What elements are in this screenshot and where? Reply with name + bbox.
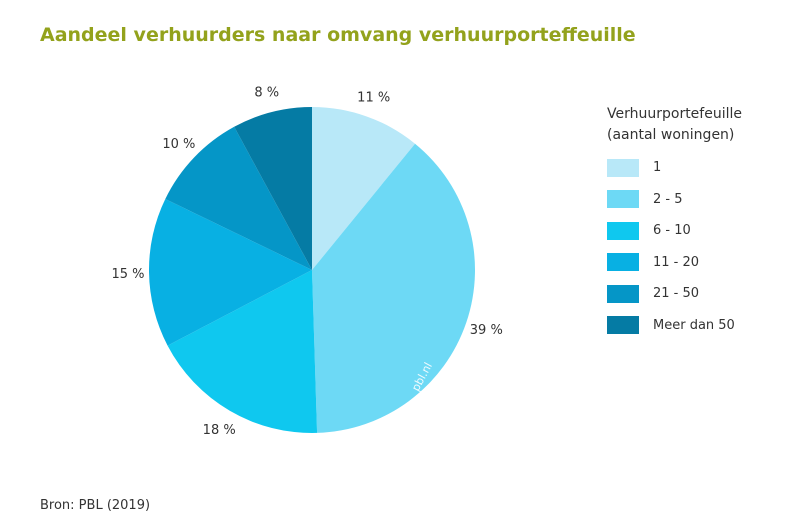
chart-title: Aandeel verhuurders naar omvang verhuurp… xyxy=(40,24,636,46)
legend-swatch xyxy=(607,253,639,272)
legend-label: 1 xyxy=(653,160,662,176)
legend-swatch xyxy=(607,316,639,335)
legend-swatch xyxy=(607,190,639,209)
slice-value-label-6: 8 % xyxy=(254,86,279,101)
pie-slice-1 xyxy=(312,107,416,270)
legend-item-2: 2 - 5 xyxy=(607,184,742,216)
legend-title-line2: (aantal woningen) xyxy=(607,127,735,143)
legend-item-1: 1 xyxy=(607,152,742,184)
pie-slice-4 xyxy=(148,198,312,346)
slice-value-label-1: 11 % xyxy=(357,91,390,106)
legend-swatch xyxy=(607,158,639,177)
slice-value-label-2: 39 % xyxy=(470,323,503,338)
pie-slice-3 xyxy=(167,270,318,433)
slice-value-label-4: 15 % xyxy=(111,267,144,282)
source-note: Bron: PBL (2019) xyxy=(40,498,151,513)
legend-swatch xyxy=(607,221,639,240)
legend-item-3: 6 - 10 xyxy=(607,215,742,247)
legend-title: Verhuurportefeuille (aantal woningen) xyxy=(607,104,742,146)
pie-slice-5 xyxy=(165,126,312,271)
legend-title-line1: Verhuurportefeuille xyxy=(607,106,742,122)
pie-slice-2 xyxy=(312,143,475,433)
legend-item-4: 11 - 20 xyxy=(607,247,742,279)
legend-item-6: Meer dan 50 xyxy=(607,310,742,342)
legend: Verhuurportefeuille (aantal woningen) 1 2… xyxy=(607,104,742,341)
legend-item-5: 21 - 50 xyxy=(607,278,742,310)
slice-value-label-3: 18 % xyxy=(203,423,236,438)
legend-label: 6 - 10 xyxy=(653,223,691,239)
legend-label: 21 - 50 xyxy=(653,286,700,302)
legend-label: 11 - 20 xyxy=(653,254,700,270)
pie-slice-6 xyxy=(234,107,312,270)
legend-items: 1 2 - 5 6 - 10 11 - 20 21 - 50 Meer dan 50 xyxy=(607,152,742,341)
legend-swatch xyxy=(607,284,639,303)
slice-value-label-5: 10 % xyxy=(162,137,195,152)
legend-label: 2 - 5 xyxy=(653,191,683,207)
legend-label: Meer dan 50 xyxy=(653,317,735,333)
